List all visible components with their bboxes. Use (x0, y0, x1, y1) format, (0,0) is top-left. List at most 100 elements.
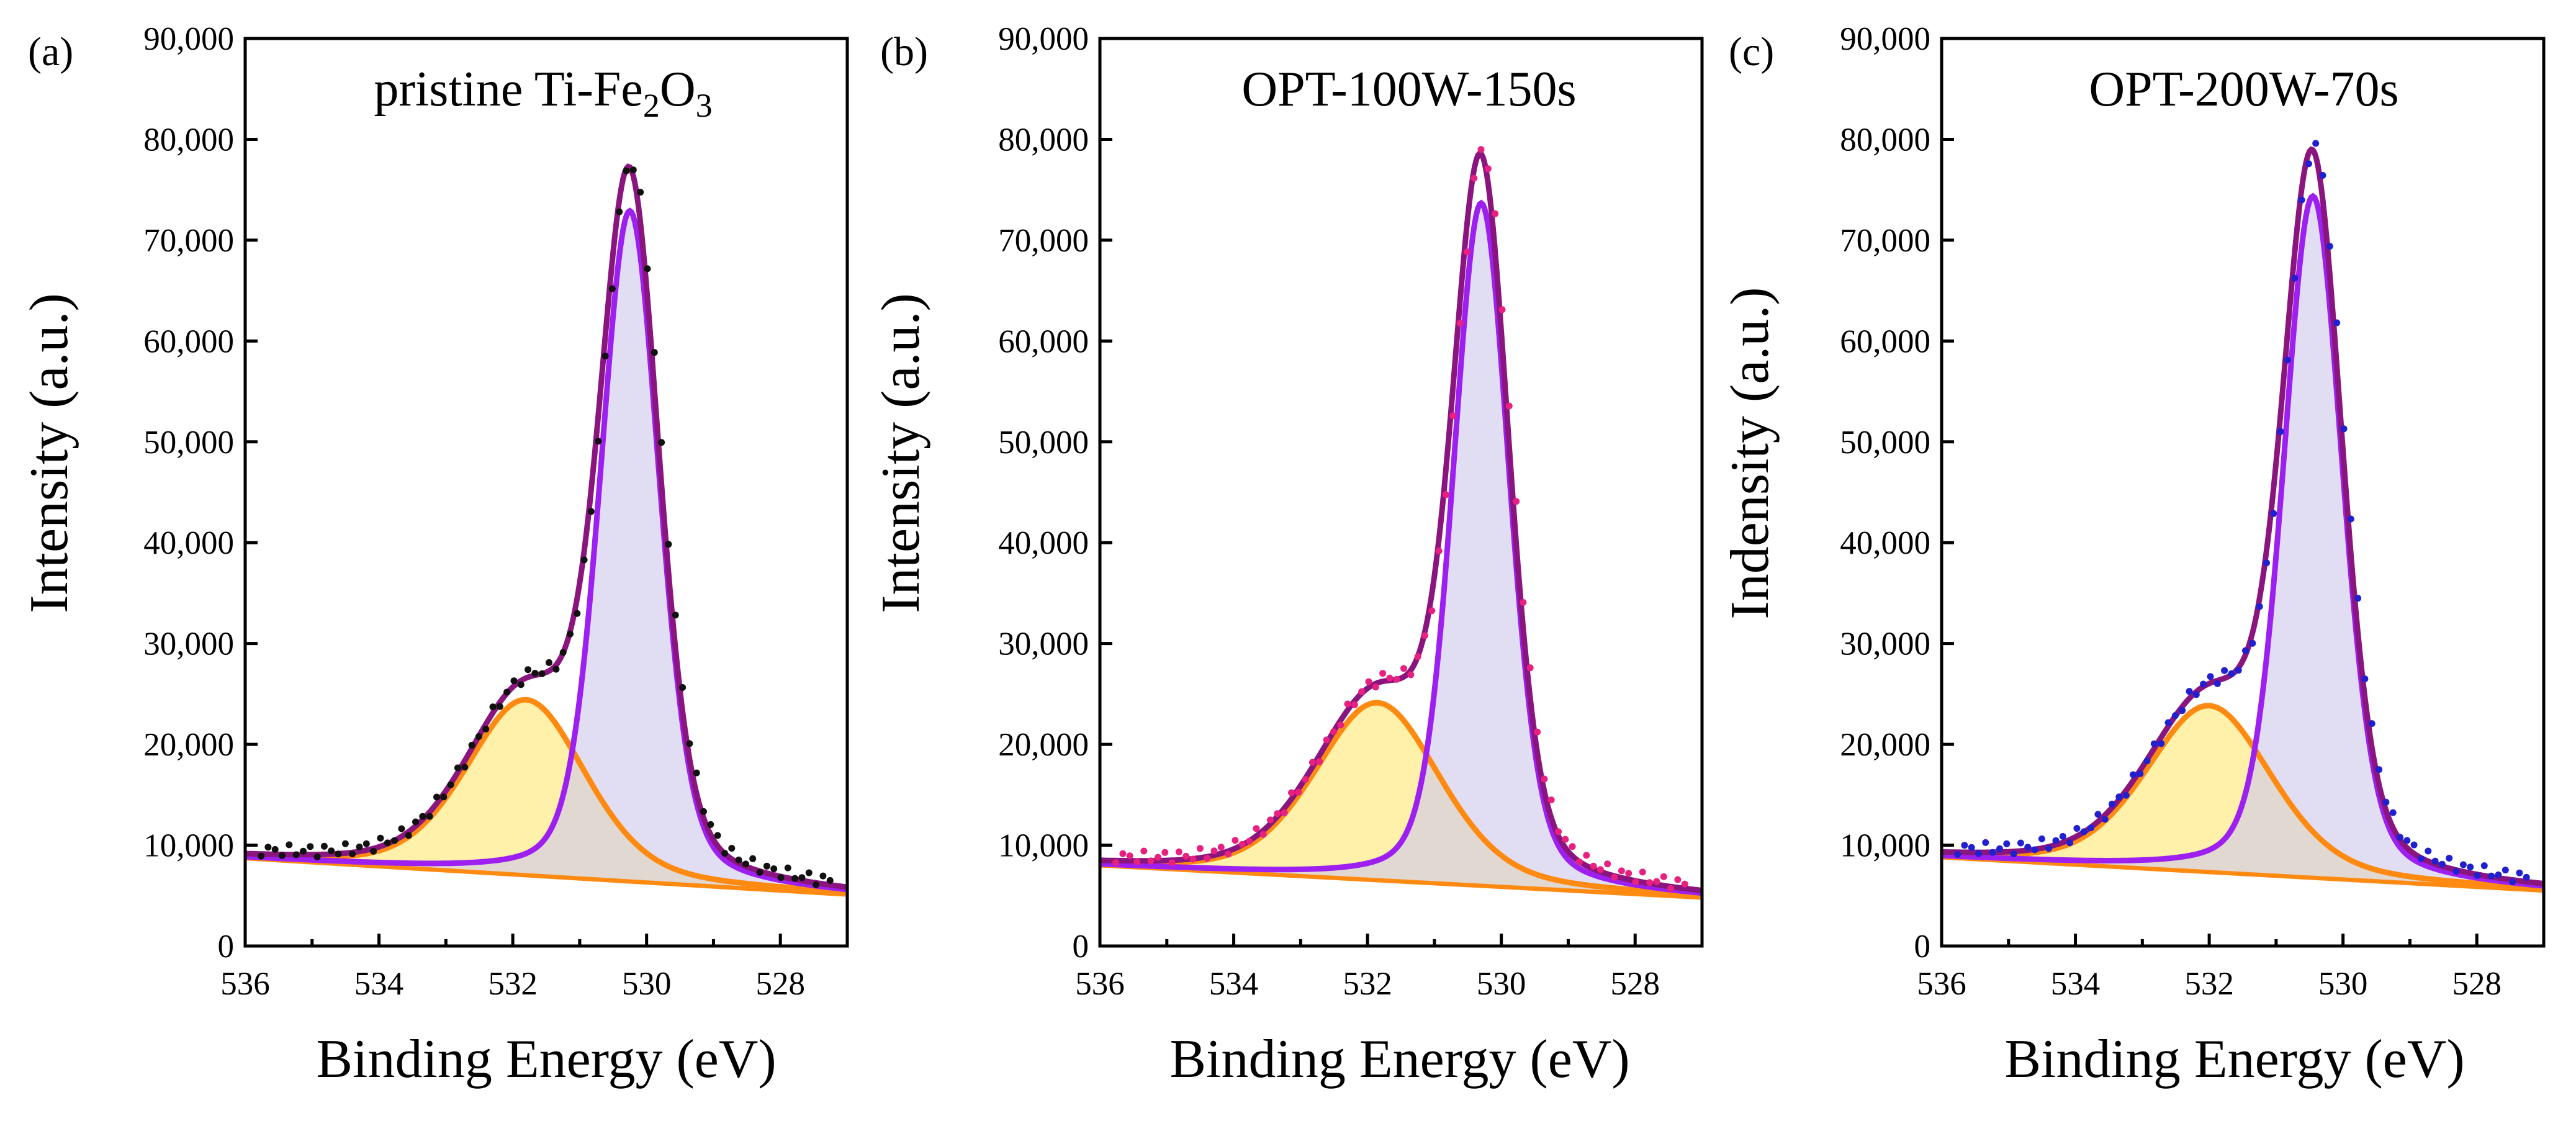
raw-data-point (1498, 306, 1506, 313)
raw-data-point (1492, 210, 1499, 217)
raw-data-point (1569, 843, 1576, 850)
raw-data-point (1975, 850, 1982, 857)
axes-frame-a (243, 37, 849, 948)
raw-data-point (770, 865, 778, 873)
lattice-peak-line-b (1100, 199, 1702, 896)
raw-data-point (791, 875, 799, 882)
raw-data-point (637, 189, 644, 196)
y-tick-label: 30,000 (143, 626, 234, 662)
panel-c: (c) Indensity (a.u.) Binding Energy (eV)… (1720, 21, 2546, 1089)
raw-data-point (1667, 885, 1675, 892)
raw-data-point (629, 166, 637, 174)
y-tick-label: 40,000 (1840, 525, 1930, 561)
raw-data-point (1414, 653, 1421, 660)
raw-data-point (798, 874, 806, 881)
raw-data-point (1618, 867, 1625, 875)
raw-data-point (1112, 859, 1120, 867)
raw-data-point (2488, 872, 2495, 880)
lattice-peak-line-a (245, 207, 847, 893)
axes-frame-b (1098, 37, 1704, 948)
raw-data-point (1140, 847, 1148, 855)
y-tick-label: 80,000 (998, 122, 1089, 158)
panel-title-a: pristine Ti-Fe2O3 (374, 62, 712, 124)
raw-data-point (2171, 712, 2179, 719)
raw-data-point (623, 167, 630, 174)
x-tick-label: 532 (1343, 966, 1392, 1002)
raw-data-point (341, 840, 349, 847)
panel-a: (a) Intensity (a.u.) Binding Energy (eV)… (19, 21, 849, 1089)
raw-data-point (1520, 599, 1527, 606)
raw-data-point (1407, 671, 1415, 678)
raw-data-point (1253, 825, 1260, 832)
x-tick-label: 534 (2051, 966, 2101, 1002)
raw-data-point (1189, 855, 1197, 863)
raw-data-point (1175, 848, 1182, 855)
x-tick-label: 534 (354, 966, 404, 1002)
raw-data-point (1611, 873, 1618, 881)
raw-data-point (1344, 700, 1351, 708)
raw-data-point (2361, 675, 2369, 683)
x-ticks-b: 536 534 532 530 528 (1075, 934, 1660, 1002)
x-tick-label: 528 (755, 966, 805, 1002)
raw-data-point (2249, 639, 2256, 647)
raw-data-point (2158, 740, 2165, 747)
raw-data-point (1449, 412, 1457, 420)
raw-data-point (1379, 670, 1387, 677)
raw-data-point (2256, 603, 2263, 610)
raw-data-point (2003, 840, 2011, 847)
raw-data-point (258, 852, 265, 860)
y-ticks-a: 0 10,000 20,000 30,000 40,000 50,000 60,000 70,… (143, 21, 258, 965)
raw-data-point (1126, 852, 1133, 860)
raw-data-point (1674, 876, 1682, 883)
raw-data-point (1463, 248, 1470, 256)
plot-b (1100, 146, 1702, 900)
raw-data-point (2066, 839, 2074, 847)
raw-data-point (2446, 855, 2453, 862)
raw-data-point (616, 208, 623, 215)
raw-data-point (525, 666, 532, 674)
raw-data-point (784, 864, 791, 872)
raw-data-point (489, 703, 497, 711)
raw-data-point (2052, 837, 2060, 844)
defect-peak-line-a (245, 696, 847, 895)
raw-data-point (2045, 845, 2053, 852)
raw-data-point (2403, 837, 2411, 844)
raw-data-point (546, 659, 552, 666)
x-tick-label: 528 (2452, 966, 2502, 1002)
y-tick-label: 30,000 (998, 626, 1089, 662)
y-tick-label: 50,000 (143, 425, 234, 461)
raw-data-point (1428, 607, 1436, 615)
raw-data-point (2080, 828, 2087, 836)
raw-data-point (1246, 837, 1253, 845)
y-tick-label: 30,000 (1840, 626, 1930, 662)
y-ticks-c: 0 10,000 20,000 30,000 40,000 50,000 60,000 70,… (1840, 21, 1954, 965)
y-ticks-b: 0 10,000 20,000 30,000 40,000 50,000 60,000 70,… (998, 21, 1112, 965)
defect-area-b (1100, 703, 1702, 898)
raw-data-point (813, 881, 820, 888)
raw-points-c (1954, 140, 2530, 886)
raw-data-point (1646, 879, 1654, 886)
raw-data-point (1968, 844, 1975, 851)
raw-data-point (679, 684, 687, 691)
raw-data-point (2480, 862, 2488, 870)
raw-data-point (531, 670, 539, 677)
raw-data-point (1555, 828, 1562, 836)
raw-data-point (672, 611, 679, 619)
panel-label-b: (b) (880, 29, 928, 74)
raw-data-point (2305, 160, 2312, 168)
raw-data-point (693, 769, 700, 777)
raw-data-point (517, 681, 525, 688)
raw-data-point (2221, 667, 2228, 674)
raw-data-point (2298, 196, 2305, 204)
y-tick-label: 60,000 (1840, 323, 1930, 359)
x-tick-label: 534 (1209, 966, 1259, 1002)
raw-data-point (1386, 674, 1394, 682)
raw-data-point (1281, 809, 1288, 816)
y-axis-title-a: Intensity (a.u.) (19, 293, 79, 613)
raw-data-point (2073, 825, 2081, 832)
y-tick-label: 70,000 (998, 223, 1089, 259)
raw-data-point (2452, 868, 2460, 875)
raw-data-point (2087, 824, 2095, 832)
raw-data-point (1681, 880, 1688, 888)
raw-data-point (1204, 855, 1211, 862)
